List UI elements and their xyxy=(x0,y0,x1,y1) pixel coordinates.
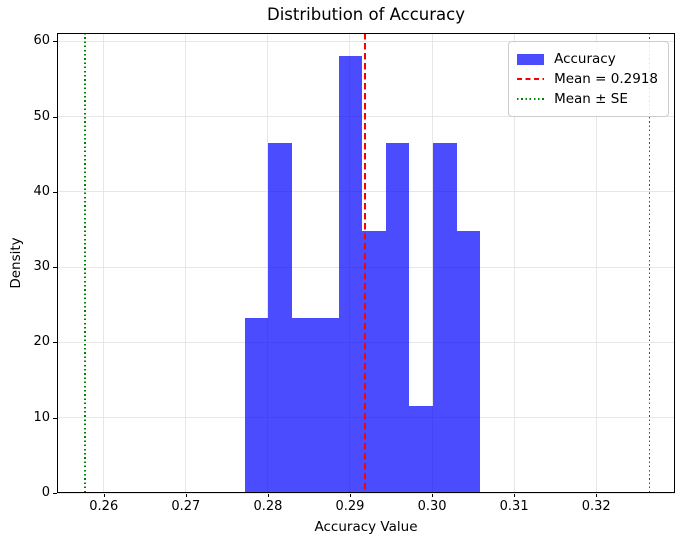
histogram-bar xyxy=(385,142,410,493)
x-tick-label: 0.28 xyxy=(253,499,283,514)
y-tick xyxy=(53,41,57,43)
y-tick-label: 20 xyxy=(33,334,50,350)
y-tick-label: 30 xyxy=(33,259,50,275)
histogram-bar xyxy=(244,318,269,493)
histogram-bar xyxy=(268,142,292,493)
histogram-bar xyxy=(315,318,339,493)
gridline xyxy=(57,40,675,42)
y-tick-label: 50 xyxy=(33,108,50,124)
mean-minus-se-line xyxy=(84,33,86,493)
histogram-bar xyxy=(338,55,363,493)
histogram-bar xyxy=(409,405,433,493)
gridline xyxy=(431,33,433,493)
x-tick-label: 0.27 xyxy=(171,499,201,514)
x-tick-label: 0.31 xyxy=(499,499,529,514)
y-tick xyxy=(53,116,57,118)
plot-area: Accuracy Mean = 0.2918 Mean ± SE xyxy=(57,33,675,494)
y-tick-label: 10 xyxy=(33,409,50,425)
legend-item-mean: Mean = 0.2918 xyxy=(517,69,658,89)
y-tick xyxy=(53,191,57,193)
histogram-bar xyxy=(362,231,386,493)
gridline xyxy=(57,492,675,494)
legend-label-accuracy: Accuracy xyxy=(554,51,616,67)
histogram-bar xyxy=(432,142,457,493)
y-tick xyxy=(53,417,57,419)
gridline xyxy=(513,33,515,493)
mean-plus-se-line xyxy=(648,33,651,493)
gridline xyxy=(267,33,269,493)
accuracy-swatch-icon xyxy=(517,53,545,65)
x-tick-label: 0.26 xyxy=(89,499,119,514)
histogram-bar xyxy=(291,318,316,493)
legend-item-mean-se: Mean ± SE xyxy=(517,89,658,109)
x-tick xyxy=(596,493,598,497)
x-tick xyxy=(185,493,187,497)
gridline xyxy=(57,191,675,193)
legend-label-mean: Mean = 0.2918 xyxy=(554,71,658,87)
mean-line xyxy=(364,33,366,493)
legend-label-mean-se: Mean ± SE xyxy=(554,91,628,107)
y-tick xyxy=(53,267,57,269)
x-tick-label: 0.30 xyxy=(417,499,447,514)
y-axis-label: Density xyxy=(8,237,24,289)
gridline xyxy=(185,33,187,493)
x-tick-label: 0.29 xyxy=(335,499,365,514)
x-tick xyxy=(432,493,434,497)
y-tick-label: 40 xyxy=(33,183,50,199)
legend: Accuracy Mean = 0.2918 Mean ± SE xyxy=(508,41,669,117)
x-tick xyxy=(103,493,105,497)
x-axis-label: Accuracy Value xyxy=(314,519,418,535)
x-tick xyxy=(349,493,351,497)
y-tick xyxy=(53,342,57,344)
x-tick xyxy=(267,493,269,497)
y-tick-label: 60 xyxy=(33,33,50,49)
y-tick-label: 0 xyxy=(41,485,50,500)
histogram-bar xyxy=(456,231,481,493)
mean-dashed-line-icon xyxy=(517,78,545,80)
y-tick xyxy=(53,493,57,494)
se-dotted-line-icon xyxy=(517,98,545,100)
gridline xyxy=(57,116,675,118)
x-tick-label: 0.32 xyxy=(581,499,611,514)
gridline xyxy=(103,33,105,493)
legend-item-accuracy: Accuracy xyxy=(517,49,658,69)
x-tick xyxy=(514,493,516,497)
gridline xyxy=(595,33,597,493)
chart-title: Distribution of Accuracy xyxy=(267,5,465,24)
